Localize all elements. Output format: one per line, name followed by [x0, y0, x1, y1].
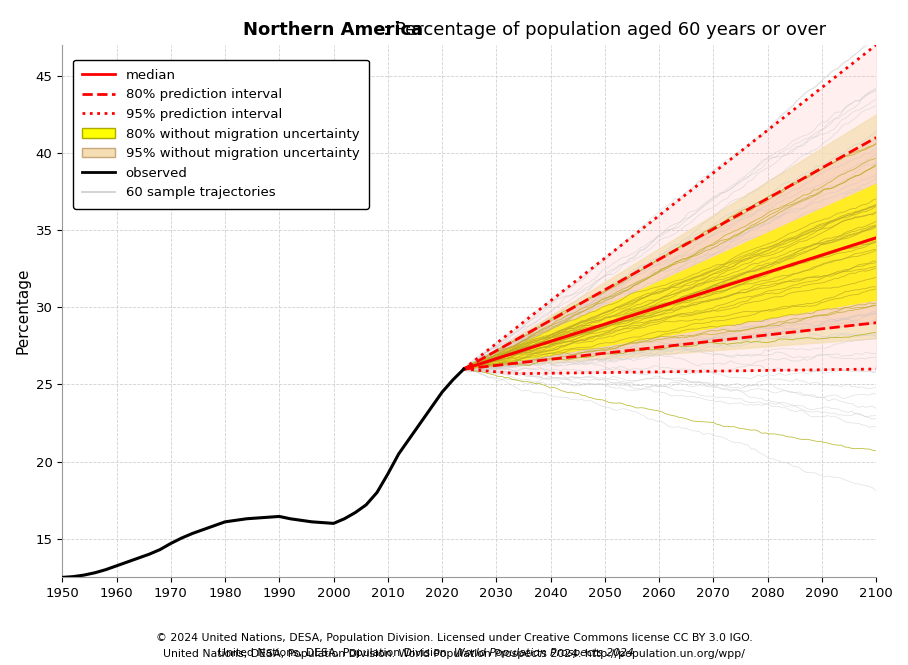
Text: © 2024 United Nations, DESA, Population Division. Licensed under Creative Common: © 2024 United Nations, DESA, Population …: [155, 633, 753, 643]
Legend: median, 80% prediction interval, 95% prediction interval, 80% without migration : median, 80% prediction interval, 95% pre…: [73, 59, 369, 209]
Y-axis label: Percentage: Percentage: [15, 268, 30, 354]
Text: United Nations, DESA, Population Division. World Population Prospects 2024. http: United Nations, DESA, Population Divisio…: [163, 649, 745, 659]
Text: World Population Prospects 2024: World Population Prospects 2024: [454, 648, 634, 658]
Text: Northern America: Northern America: [243, 21, 423, 39]
Text: : Percentage of population aged 60 years or over: : Percentage of population aged 60 years…: [383, 21, 826, 39]
Text: United Nations, DESA, Population Division.: United Nations, DESA, Population Divisio…: [219, 648, 454, 658]
